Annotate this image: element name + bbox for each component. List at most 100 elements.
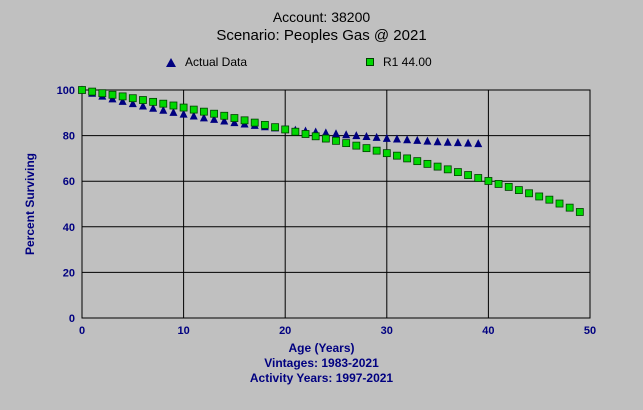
data-point-square bbox=[78, 86, 86, 94]
data-point-square bbox=[454, 168, 462, 176]
data-point-triangle bbox=[220, 116, 229, 125]
data-point-triangle bbox=[352, 131, 361, 140]
vintages-label: Vintages: 1983-2021 bbox=[264, 356, 379, 370]
data-point-triangle bbox=[423, 136, 432, 145]
data-point-triangle bbox=[169, 107, 178, 116]
data-point-square bbox=[575, 208, 584, 216]
data-point-square bbox=[362, 144, 371, 153]
x-axis-title: Age (Years) bbox=[288, 341, 355, 355]
data-point-triangle bbox=[453, 138, 462, 147]
data-point-square bbox=[139, 96, 147, 104]
data-point-square bbox=[98, 89, 107, 98]
data-point-triangle bbox=[372, 132, 381, 141]
data-point-square bbox=[149, 97, 158, 106]
legend-label-actual-data: Actual Data bbox=[185, 55, 248, 69]
data-point-square bbox=[128, 94, 137, 103]
data-point-triangle bbox=[118, 96, 127, 105]
data-point-square bbox=[179, 103, 188, 112]
data-point-triangle bbox=[138, 101, 147, 110]
data-point-triangle bbox=[362, 132, 371, 141]
data-point-square bbox=[474, 174, 483, 182]
data-point-triangle bbox=[230, 118, 239, 127]
x-tick-label: 40 bbox=[482, 325, 494, 337]
data-point-square bbox=[382, 149, 391, 158]
data-point-square bbox=[565, 203, 574, 212]
legend-label-r1-curve: R1 44.00 bbox=[383, 55, 432, 69]
data-point-triangle bbox=[382, 133, 391, 142]
x-tick-label: 0 bbox=[79, 325, 85, 337]
data-point-square bbox=[159, 99, 168, 108]
data-point-square bbox=[494, 180, 503, 188]
data-point-triangle bbox=[433, 137, 442, 146]
data-point-square bbox=[484, 177, 493, 185]
data-point-square bbox=[169, 101, 178, 110]
y-tick-label: 60 bbox=[63, 176, 75, 188]
data-point-square bbox=[240, 116, 249, 125]
data-point-square bbox=[423, 159, 432, 168]
scenario-title: Scenario: Peoples Gas @ 2021 bbox=[216, 27, 427, 44]
data-point-square bbox=[535, 192, 544, 201]
y-tick-label: 0 bbox=[69, 313, 75, 325]
data-point-square bbox=[301, 130, 310, 138]
data-point-triangle bbox=[128, 99, 137, 108]
data-point-square bbox=[403, 154, 412, 163]
data-point-square bbox=[291, 127, 300, 136]
data-point-square bbox=[545, 195, 554, 204]
account-title: Account: 38200 bbox=[272, 9, 371, 25]
data-point-triangle bbox=[464, 138, 473, 147]
data-point-square bbox=[311, 132, 320, 141]
x-tick-label: 30 bbox=[381, 325, 393, 337]
data-point-square bbox=[413, 157, 422, 166]
y-tick-label: 40 bbox=[63, 222, 75, 234]
activity-years-label: Activity Years: 1997-2021 bbox=[249, 371, 394, 385]
data-point-triangle bbox=[342, 130, 351, 139]
data-point-square bbox=[393, 151, 401, 160]
data-point-square bbox=[504, 182, 513, 191]
data-point-triangle bbox=[179, 109, 188, 118]
x-tick-label: 10 bbox=[177, 325, 189, 337]
data-point-square bbox=[372, 146, 381, 155]
data-point-triangle bbox=[332, 129, 340, 138]
data-point-square bbox=[332, 136, 340, 145]
legend-item-actual-data: Actual Data bbox=[166, 55, 247, 69]
data-point-triangle bbox=[149, 103, 158, 112]
data-point-square bbox=[555, 199, 564, 208]
data-point-triangle bbox=[189, 111, 198, 120]
chart-footer: Age (Years) Vintages: 1983-2021 Activity… bbox=[0, 341, 643, 386]
data-point-square bbox=[108, 90, 117, 99]
r1-curve-square-icon bbox=[366, 58, 374, 66]
legend-item-r1-curve: R1 44.00 bbox=[366, 55, 432, 69]
y-tick-label: 80 bbox=[63, 131, 75, 143]
data-point-square bbox=[321, 134, 330, 143]
data-point-triangle bbox=[474, 139, 483, 148]
data-point-triangle bbox=[159, 105, 168, 114]
x-tick-label: 50 bbox=[584, 325, 596, 337]
data-point-square bbox=[220, 111, 229, 120]
data-point-square bbox=[352, 141, 361, 150]
data-point-square bbox=[88, 87, 97, 96]
data-point-triangle bbox=[403, 135, 412, 144]
data-point-triangle bbox=[392, 134, 401, 143]
data-point-square bbox=[514, 186, 523, 194]
data-point-triangle bbox=[443, 137, 452, 146]
data-point-square bbox=[260, 120, 269, 129]
plot-border bbox=[81, 89, 591, 319]
data-point-triangle bbox=[210, 114, 219, 123]
data-point-triangle bbox=[413, 135, 422, 144]
y-tick-label: 100 bbox=[57, 85, 75, 97]
data-point-square bbox=[118, 92, 127, 101]
x-tick-label: 20 bbox=[279, 325, 291, 337]
data-point-triangle bbox=[321, 128, 330, 137]
data-point-square bbox=[230, 114, 239, 122]
data-point-square bbox=[200, 107, 208, 116]
data-point-square bbox=[433, 162, 442, 171]
data-point-square bbox=[443, 165, 452, 174]
data-point-square bbox=[342, 139, 351, 148]
data-point-square bbox=[464, 171, 472, 179]
data-point-square bbox=[281, 125, 290, 134]
data-point-triangle bbox=[199, 113, 208, 122]
data-point-square bbox=[210, 109, 218, 118]
